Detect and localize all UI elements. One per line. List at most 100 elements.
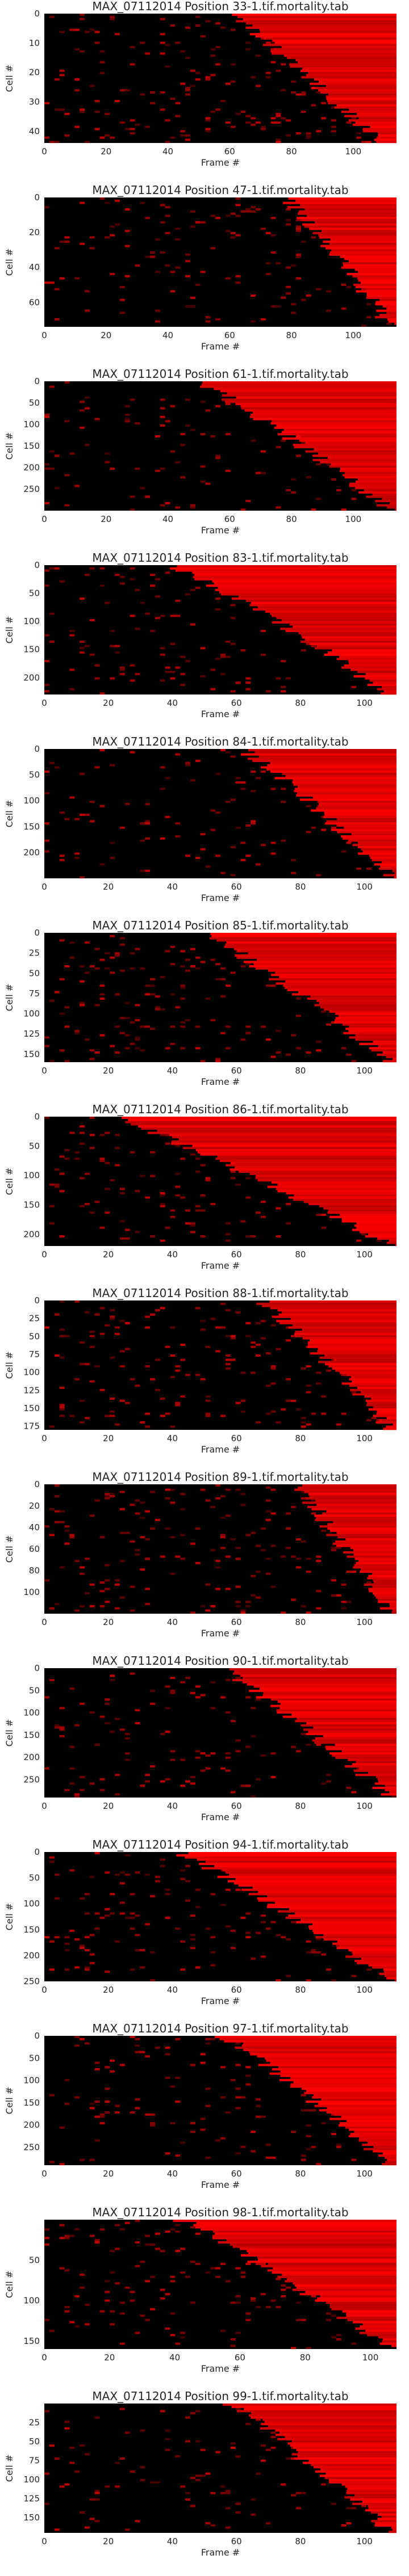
- heatmap-row-signal: [243, 961, 397, 963]
- heatmap-cell: [185, 855, 191, 857]
- heatmap-cell: [256, 2306, 261, 2308]
- heatmap-cell: [270, 2299, 276, 2302]
- heatmap-cell: [215, 318, 221, 321]
- heatmap-cell: [230, 1947, 236, 1950]
- heatmap-row-signal: [285, 2280, 397, 2283]
- heatmap-cell: [140, 1025, 145, 1028]
- heatmap-row-signal: [220, 593, 397, 596]
- heatmap-cell: [195, 71, 201, 74]
- heatmap-cell: [205, 865, 211, 868]
- heatmap-cell: [306, 136, 311, 139]
- heatmap-cell: [200, 465, 206, 468]
- heatmap-row-signal: [344, 1765, 397, 1768]
- heatmap-cell: [230, 1791, 236, 1794]
- heatmap-cell: [49, 1205, 55, 1207]
- heatmap-cell: [225, 655, 231, 658]
- heatmap-row-signal: [315, 1737, 397, 1740]
- heatmap-row-signal: [213, 2230, 397, 2233]
- heatmap-cell: [160, 1205, 165, 1207]
- heatmap-cell: [331, 478, 336, 481]
- heatmap-cell: [220, 995, 226, 998]
- heatmap-cell: [180, 673, 186, 675]
- heatmap-cell: [185, 764, 191, 767]
- heatmap-row-signal: [337, 1940, 397, 1943]
- heatmap-cell: [256, 2104, 261, 2107]
- heatmap-row-signal: [290, 2077, 397, 2080]
- heatmap-row-signal: [265, 2057, 397, 2060]
- heatmap-row-signal: [310, 82, 397, 85]
- heatmap-cell: [135, 948, 140, 950]
- heatmap-cell: [170, 405, 176, 407]
- heatmap-cell: [74, 852, 80, 855]
- heatmap-cell: [225, 1711, 231, 1714]
- heatmap-row-signal: [214, 2036, 397, 2039]
- heatmap-row-signal: [382, 1051, 397, 1054]
- heatmap-row-signal: [245, 26, 397, 29]
- heatmap-cell: [135, 2241, 140, 2244]
- heatmap-cell: [160, 1134, 165, 1137]
- heatmap-cell: [356, 868, 362, 870]
- heatmap-cell: [301, 634, 306, 637]
- heatmap-cell: [74, 1560, 80, 1562]
- heatmap-cell: [54, 1313, 60, 1316]
- heatmap-row-signal: [384, 1975, 397, 1977]
- heatmap-row-signal: [222, 1869, 397, 1872]
- heatmap-cell: [185, 761, 191, 764]
- heatmap-row-signal: [321, 230, 397, 233]
- heatmap-row-signal: [379, 2342, 397, 2345]
- heatmap-row-signal: [357, 112, 397, 115]
- heatmap-row-signal: [256, 958, 397, 961]
- heatmap-cell: [281, 2284, 286, 2287]
- heatmap-cell: [220, 1032, 226, 1034]
- heatmap-cell: [59, 1408, 65, 1411]
- heatmap-row-signal: [249, 1172, 397, 1175]
- heatmap-cell: [110, 1045, 115, 1047]
- heatmap-row-signal: [318, 1348, 397, 1350]
- heatmap-cell: [115, 1164, 120, 1167]
- heatmap-cell: [124, 414, 130, 416]
- heatmap-cell: [89, 2107, 95, 2110]
- heatmap-row-signal: [384, 2156, 397, 2159]
- heatmap-row-signal: [324, 1008, 397, 1011]
- heatmap-cell: [245, 2066, 251, 2069]
- heatmap-row-signal: [333, 1358, 397, 1361]
- heatmap-cell: [89, 1962, 95, 1964]
- heatmap-cell: [276, 677, 281, 680]
- heatmap-cell: [286, 1399, 291, 1402]
- heatmap-cell: [240, 2254, 246, 2257]
- heatmap-cell: [195, 1205, 201, 1207]
- heatmap-cell: [331, 826, 336, 829]
- heatmap-cell: [190, 2505, 195, 2507]
- heatmap-cell: [84, 1311, 90, 1314]
- heatmap-cell: [175, 1172, 181, 1175]
- heatmap-cell: [256, 54, 261, 57]
- heatmap-row-signal: [343, 1023, 397, 1026]
- heatmap-cell: [346, 2522, 352, 2524]
- heatmap-row-signal: [295, 58, 397, 61]
- heatmap-cell: [215, 108, 221, 111]
- heatmap-cell: [94, 948, 100, 950]
- heatmap-row-signal: [353, 2321, 397, 2324]
- x-tick-label: 80: [286, 330, 297, 340]
- heatmap-cell: [155, 2481, 160, 2484]
- heatmap-cell: [225, 1588, 231, 1590]
- heatmap-cell: [276, 1421, 281, 1424]
- heatmap-row-signal: [352, 1763, 397, 1766]
- heatmap-cell: [205, 20, 211, 23]
- heatmap-row-signal: [275, 2434, 397, 2436]
- heatmap-row-signal: [193, 2224, 397, 2226]
- heatmap-cell: [99, 1778, 105, 1781]
- heatmap-cell: [80, 2286, 85, 2289]
- heatmap-cell: [99, 2310, 105, 2313]
- heatmap-cell: [265, 1558, 271, 1560]
- heatmap-row-signal: [365, 1235, 397, 1238]
- heatmap-row-signal: [277, 1190, 397, 1193]
- heatmap-cell: [256, 1322, 261, 1324]
- heatmap-cell: [105, 461, 110, 464]
- heatmap-row-signal: [350, 2133, 397, 2136]
- y-tick-label: 25: [29, 948, 40, 958]
- heatmap-row-signal: [312, 454, 397, 457]
- heatmap-cell: [291, 264, 297, 267]
- heatmap-row-signal: [147, 1131, 397, 1134]
- heatmap-cell: [230, 846, 236, 848]
